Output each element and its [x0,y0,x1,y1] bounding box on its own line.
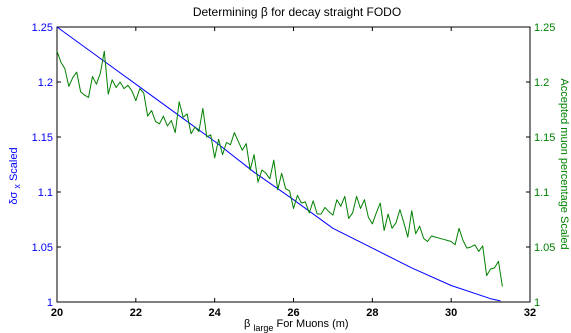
x-tick-label: 22 [130,307,142,319]
delta-sigma-series-line [56,26,501,302]
left-y-tick-label: 1.1 [38,187,53,199]
left-y-axis-label-symbol: δσ [8,191,20,204]
x-axis-label-text: For Muons (m) [276,318,348,330]
x-axis-label: β large For Muons (m) [244,318,349,333]
accepted-muon-series-line [56,50,503,287]
chart-title: Determining β for decay straight FODO [193,5,401,19]
x-tick-label: 32 [524,307,536,319]
series-layer [56,26,503,302]
left-y-axis: 1 1.05 1.1 1.15 1.2 1.25 [32,22,61,309]
left-y-tick-label: 1.15 [32,132,53,144]
x-axis-label-symbol: β [244,318,250,330]
x-axis: 20 22 24 26 28 30 32 [51,27,536,319]
left-y-tick-label: 1 [47,297,53,309]
right-y-tick-label: 1.25 [534,22,555,34]
right-y-tick-label: 1.05 [534,242,555,254]
left-y-axis-label-text: Scaled [8,147,20,181]
plot-area-frame [56,26,531,303]
left-y-tick-label: 1.05 [32,242,53,254]
right-y-tick-label: 1.2 [534,77,549,89]
right-y-axis: 1 1.05 1.1 1.15 1.2 1.25 [526,22,555,309]
x-tick-label: 30 [445,307,457,319]
left-y-tick-label: 1.2 [38,77,53,89]
right-y-axis-label: Accepted muon percentage Scaled [558,78,570,249]
x-tick-label: 28 [366,307,378,319]
x-tick-label: 24 [209,307,222,319]
left-y-axis-label: δσ x Scaled [8,147,23,204]
right-y-tick-label: 1 [534,297,540,309]
x-tick-label: 26 [287,307,299,319]
x-tick-label: 20 [51,307,63,319]
left-y-axis-label-subscript: x [12,184,22,189]
left-y-tick-label: 1.25 [32,22,53,34]
x-axis-label-subscript: large [253,323,273,333]
right-y-tick-label: 1.1 [534,187,549,199]
right-y-tick-label: 1.15 [534,132,555,144]
